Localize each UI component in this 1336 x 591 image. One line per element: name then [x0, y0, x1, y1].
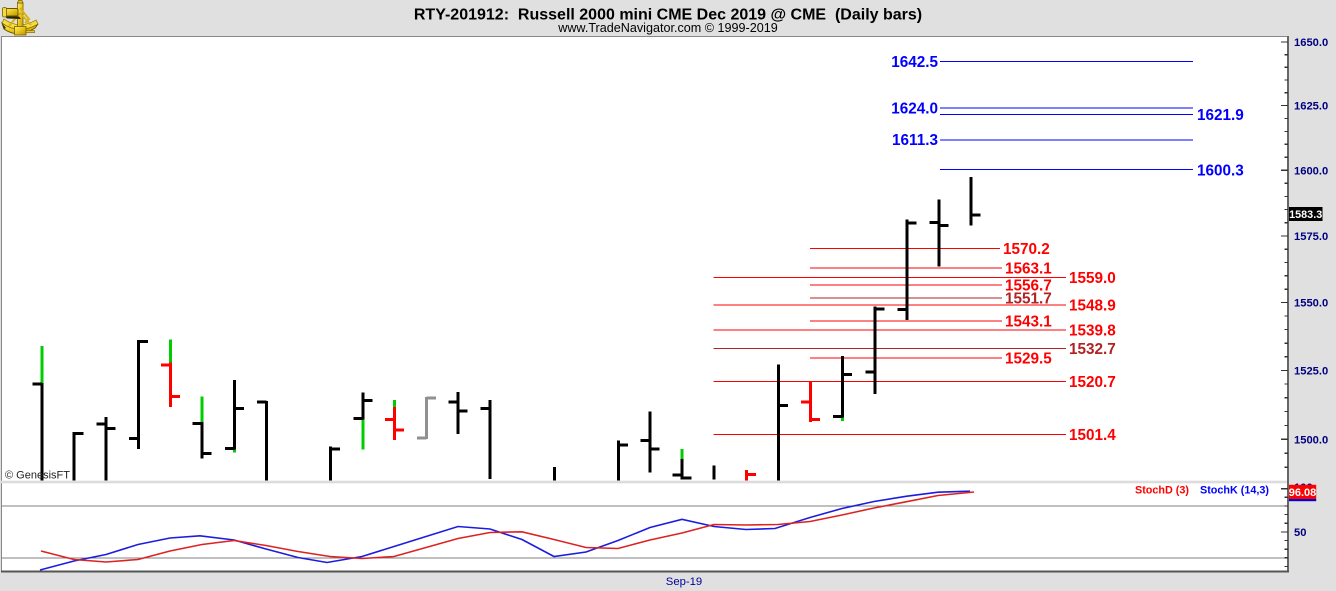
svg-text:1550.0: 1550.0 — [1294, 298, 1328, 310]
svg-text:1570.2: 1570.2 — [1003, 241, 1050, 258]
svg-text:1563.1: 1563.1 — [1005, 261, 1052, 278]
svg-text:StochD (3): StochD (3) — [1135, 485, 1189, 497]
svg-text:1556.7: 1556.7 — [1005, 277, 1052, 294]
svg-text:1548.9: 1548.9 — [1069, 298, 1116, 315]
svg-text:1520.7: 1520.7 — [1069, 374, 1116, 391]
svg-text:1600.0: 1600.0 — [1294, 165, 1328, 177]
svg-text:1611.3: 1611.3 — [892, 132, 938, 149]
svg-text:Sep-19: Sep-19 — [666, 576, 702, 588]
svg-text:96.08: 96.08 — [1289, 487, 1317, 499]
svg-text:1551.7: 1551.7 — [1005, 290, 1052, 307]
svg-text:1525.0: 1525.0 — [1294, 365, 1328, 377]
svg-text:1543.1: 1543.1 — [1005, 314, 1052, 331]
svg-text:www.TradeNavigator.com © 1999-: www.TradeNavigator.com © 1999-2019 — [557, 21, 778, 35]
svg-text:© GenesisFT: © GenesisFT — [5, 470, 70, 482]
svg-text:1501.4: 1501.4 — [1069, 427, 1116, 444]
svg-text:1642.5: 1642.5 — [891, 54, 938, 71]
svg-text:1532.7: 1532.7 — [1069, 341, 1116, 358]
svg-text:1500.0: 1500.0 — [1294, 434, 1328, 446]
svg-text:1575.0: 1575.0 — [1294, 231, 1328, 243]
svg-text:1621.9: 1621.9 — [1197, 107, 1244, 124]
svg-text:1559.0: 1559.0 — [1069, 270, 1116, 287]
svg-text:50: 50 — [1294, 527, 1306, 539]
svg-text:1529.5: 1529.5 — [1005, 351, 1052, 368]
svg-text:RTY-201912: Russell 2000 mini: RTY-201912: Russell 2000 mini CME Dec 20… — [414, 7, 922, 24]
svg-text:1583.3: 1583.3 — [1289, 209, 1322, 221]
svg-text:1600.3: 1600.3 — [1197, 163, 1244, 180]
svg-text:1539.8: 1539.8 — [1069, 323, 1116, 340]
svg-text:1624.0: 1624.0 — [891, 101, 938, 118]
svg-text:StochK (14,3): StochK (14,3) — [1200, 485, 1269, 497]
svg-text:1625.0: 1625.0 — [1294, 101, 1328, 113]
svg-text:1650.0: 1650.0 — [1294, 37, 1328, 49]
